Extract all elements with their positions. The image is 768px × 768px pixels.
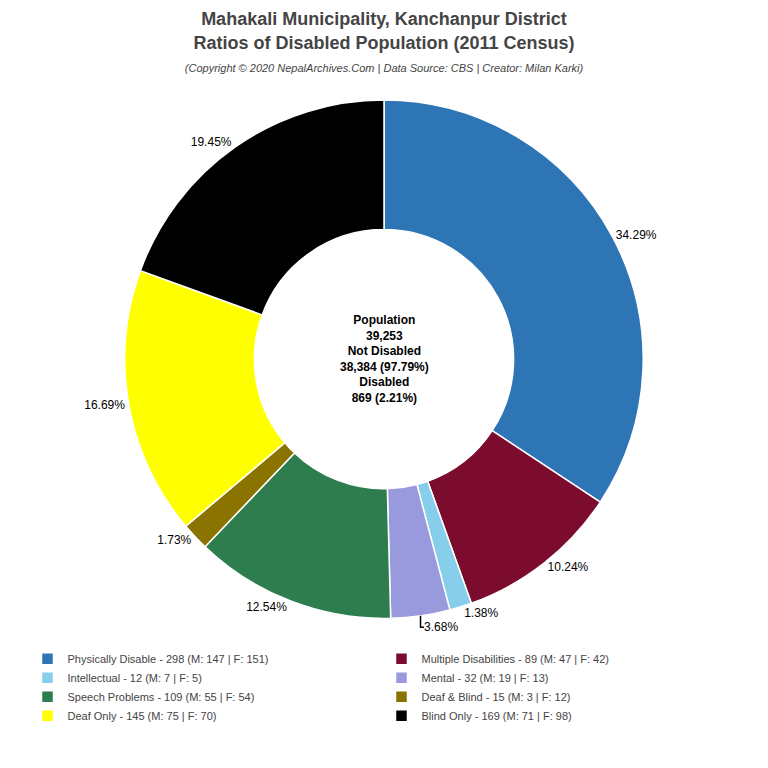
svg-text:Deaf & Blind - 15 (M: 3 | F: 1: Deaf & Blind - 15 (M: 3 | F: 12)	[422, 691, 571, 703]
svg-text:Blind Only - 169 (M: 71 | F: 9: Blind Only - 169 (M: 71 | F: 98)	[422, 710, 572, 722]
svg-text:1.38%: 1.38%	[464, 606, 498, 620]
svg-text:19.45%: 19.45%	[191, 135, 232, 149]
svg-text:10.24%: 10.24%	[548, 560, 589, 574]
svg-text:Speech Problems - 109 (M: 55 |: Speech Problems - 109 (M: 55 | F: 54)	[68, 691, 255, 703]
svg-text:16.69%: 16.69%	[84, 398, 125, 412]
svg-text:Population39,253Not Disabled38: Population39,253Not Disabled38,384 (97.7…	[340, 313, 429, 405]
svg-text:Mental - 32 (M: 19 | F: 13): Mental - 32 (M: 19 | F: 13)	[422, 672, 549, 684]
svg-text:12.54%: 12.54%	[246, 600, 287, 614]
svg-text:Mahakali Municipality, Kanchan: Mahakali Municipality, Kanchanpur Distri…	[185, 9, 584, 74]
svg-text:Physically Disable - 298 (M: 1: Physically Disable - 298 (M: 147 | F: 15…	[68, 653, 269, 665]
svg-text:Deaf Only - 145 (M: 75 | F: 70: Deaf Only - 145 (M: 75 | F: 70)	[68, 710, 217, 722]
svg-text:Multiple Disabilities - 89 (M:: Multiple Disabilities - 89 (M: 47 | F: 4…	[422, 653, 609, 665]
svg-text:Intellectual - 12 (M: 7 | F: 5: Intellectual - 12 (M: 7 | F: 5)	[68, 672, 202, 684]
svg-text:34.29%: 34.29%	[616, 228, 657, 242]
svg-text:1.73%: 1.73%	[157, 533, 191, 547]
svg-text:3.68%: 3.68%	[424, 620, 458, 634]
